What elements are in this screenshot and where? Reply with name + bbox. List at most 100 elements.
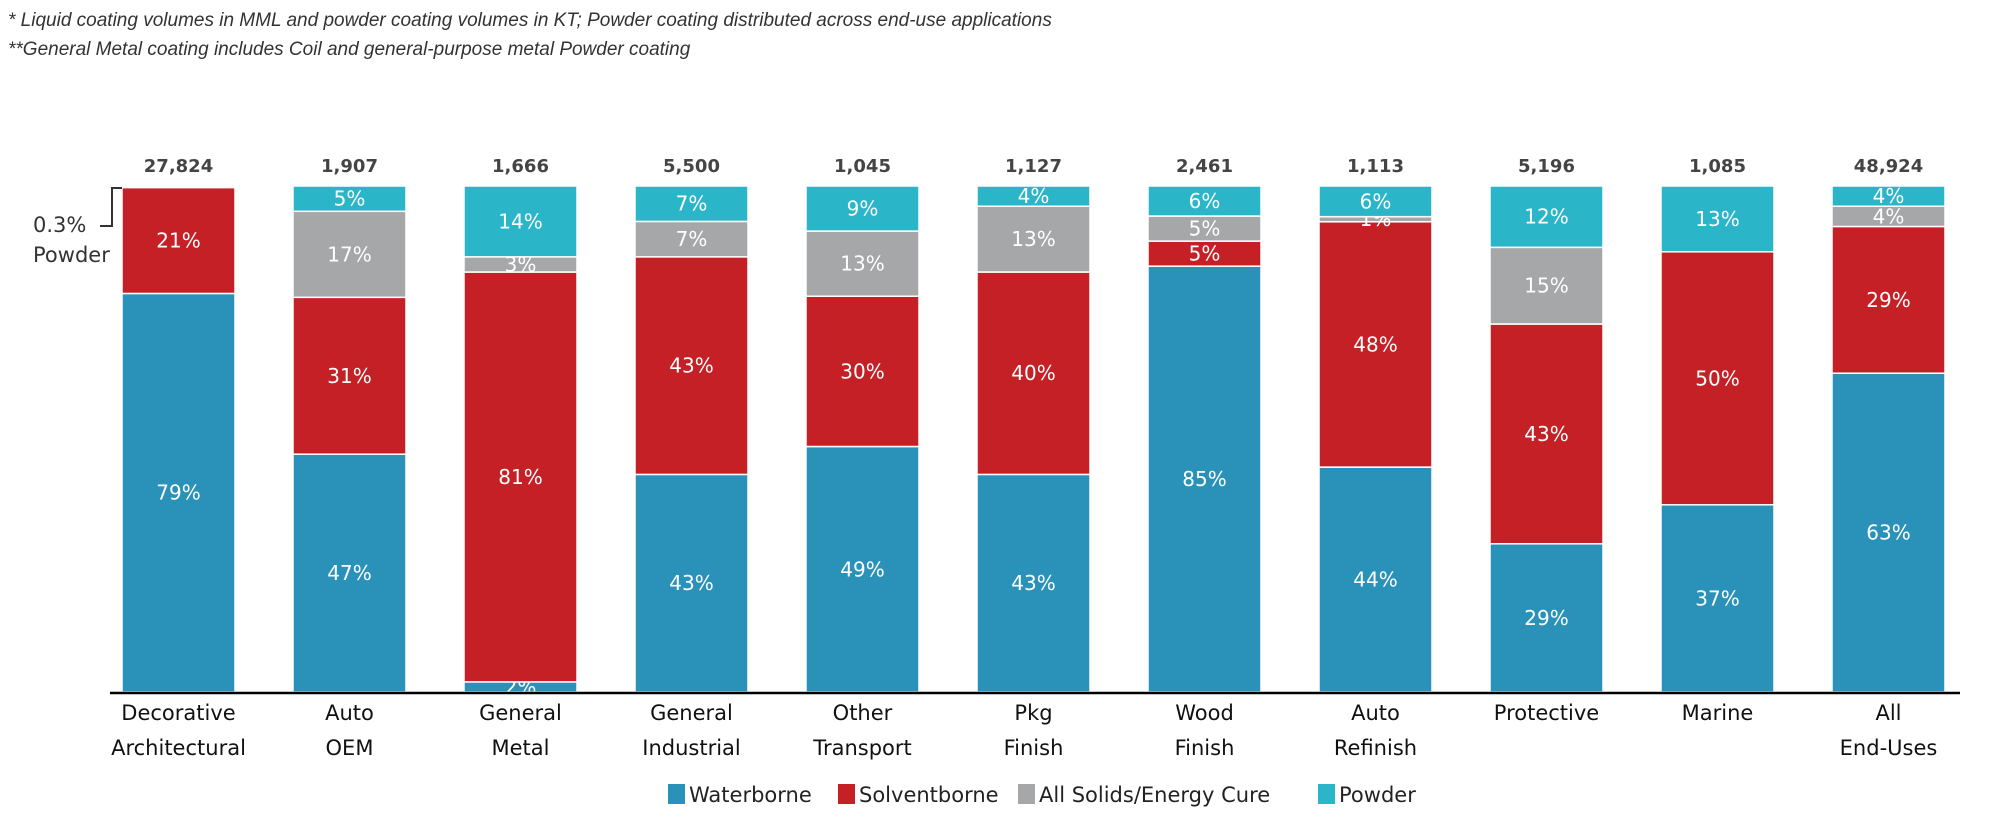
category-tick-label: OEM [326,736,374,760]
segment-label: 13% [1011,227,1055,251]
bar-segment-powder [1831,185,1946,207]
bar-total-label: 1,907 [321,156,378,177]
bar-segment-powder [976,185,1091,207]
bar-total-label: 1,113 [1347,156,1404,177]
bar-total-label: 1,666 [492,156,549,177]
bar-segment-powder [634,185,749,223]
segment-label: 79% [156,481,200,505]
category-tick-label: Finish [1004,736,1064,760]
segment-label: 43% [669,354,713,378]
segment-label: 6% [1189,189,1221,213]
bar-segment-waterborne [292,453,407,693]
bar-segment-powder [1318,185,1433,218]
category-tick-label: General [479,701,562,725]
category-tick-label: Auto [1351,701,1400,725]
bar-total-label: 1,045 [834,156,891,177]
segment-label: 43% [1011,571,1055,595]
bar-segment-solventborne [1147,240,1262,267]
legend-label: All Solids/Energy Cure [1039,783,1270,807]
annotation-value: 0.3% [33,213,86,237]
bar-segment-waterborne [1660,504,1775,693]
segment-label: 5% [1189,242,1221,266]
segment-label: 49% [840,557,884,581]
bar-segment-solventborne [805,295,920,448]
segment-label: 5% [334,187,366,211]
bar-segment-waterborne [634,473,749,693]
segment-label: 13% [1695,207,1739,231]
segment-label: 40% [1011,361,1055,385]
bar-segment-powder [1147,185,1262,217]
bar-segment-powder [121,185,236,189]
bar-segment-solventborne [1489,323,1604,545]
category-tick-label: End-Uses [1840,736,1938,760]
segment-label: 4% [1873,204,1905,228]
category-tick-label: All [1875,701,1901,725]
segment-label: 6% [1360,189,1392,213]
segment-label: 30% [840,359,884,383]
bar-segment-powder [1489,185,1604,249]
annotation-bracket [100,187,122,227]
bar-total-label: 5,196 [1518,156,1575,177]
category-tick-label: Transport [812,736,912,760]
footnote-1: * Liquid coating volumes in MML and powd… [8,10,1052,31]
segment-label: 9% [847,197,879,221]
segment-label: 81% [498,465,542,489]
bar-total-label: 1,085 [1689,156,1746,177]
segment-label: 63% [1866,521,1910,545]
category-tick-label: Finish [1175,736,1235,760]
bar-segment-all-solids-energy-cure [805,230,920,297]
bar-total-label: 27,824 [144,156,213,177]
segment-label: 48% [1353,332,1397,356]
segment-label: 37% [1695,586,1739,610]
category-tick-label: Auto [325,701,374,725]
bar-segment-solventborne [1318,221,1433,468]
bar-segment-solventborne [1660,251,1775,506]
bar-segment-solventborne [121,186,236,295]
bar-segment-solventborne [976,271,1091,476]
legend-swatch-solventborne [838,784,855,804]
legend-swatch-waterborne [668,784,685,804]
category-tick-label: Protective [1494,701,1599,725]
bar-segment-powder [292,185,407,213]
segment-label: 31% [327,364,371,388]
segment-label: 4% [1873,184,1905,208]
bar-segment-solventborne [1831,225,1946,374]
category-tick-label: Decorative [121,701,235,725]
segment-label: 43% [669,571,713,595]
legend-label: Powder [1339,783,1416,807]
legend-label: Solventborne [859,783,999,807]
bar-segment-waterborne [121,292,236,693]
segment-label: 43% [1524,422,1568,446]
category-tick-label: Pkg [1014,701,1052,725]
segment-label: 13% [840,252,884,276]
bar-segment-solventborne [634,256,749,476]
segment-label: 12% [1524,205,1568,229]
category-tick-label: Other [833,701,893,725]
segment-label: 21% [156,228,200,252]
bar-total-label: 48,924 [1854,156,1923,177]
segment-label: 29% [1524,606,1568,630]
category-tick-label: Metal [492,736,550,760]
category-tick-label: General [650,701,733,725]
bar-segment-powder [463,185,578,258]
bar-segment-waterborne [1318,466,1433,693]
segment-label: 29% [1866,288,1910,312]
segment-label: 85% [1182,467,1226,491]
bar-total-label: 5,500 [663,156,720,177]
annotation-label: Powder [33,243,110,267]
segment-label: 15% [1524,274,1568,298]
legend-swatch-all-solids-energy-cure [1018,784,1035,804]
bar-total-label: 1,127 [1005,156,1062,177]
legend-swatch-powder [1318,784,1335,804]
category-tick-label: Architectural [111,736,246,760]
bar-segment-solventborne [292,296,407,455]
bar-segment-powder [1660,185,1775,253]
bar-segment-powder [805,185,920,232]
bar-segment-all-solids-energy-cure [1489,246,1604,325]
segment-label: 44% [1353,568,1397,592]
legend-label: Waterborne [689,783,812,807]
segment-label: 7% [676,227,708,251]
category-tick-label: Industrial [642,736,741,760]
segment-label: 17% [327,242,371,266]
